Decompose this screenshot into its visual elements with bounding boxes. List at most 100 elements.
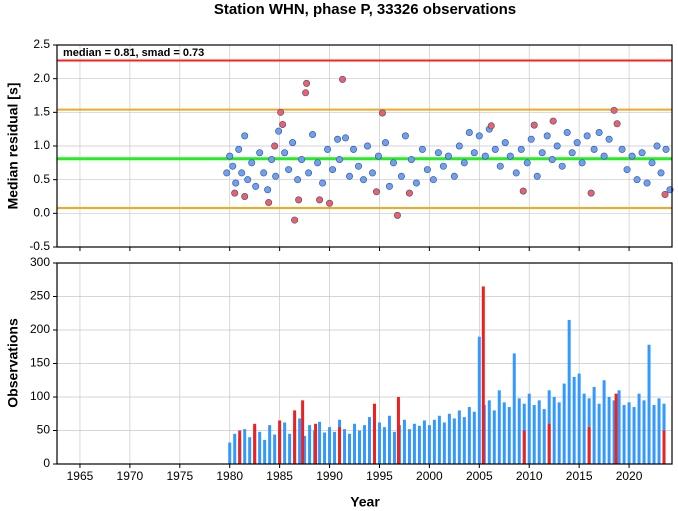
bar bbox=[472, 411, 476, 464]
bar bbox=[238, 430, 242, 464]
bar bbox=[617, 390, 621, 464]
data-point bbox=[252, 182, 260, 190]
plot-frame bbox=[56, 44, 673, 248]
data-point bbox=[281, 149, 289, 157]
data-point bbox=[481, 152, 489, 160]
data-point bbox=[600, 152, 608, 160]
data-point bbox=[657, 169, 665, 177]
bar bbox=[314, 423, 318, 464]
data-point bbox=[512, 169, 520, 177]
bar bbox=[652, 405, 656, 464]
bar bbox=[263, 439, 267, 464]
bar bbox=[587, 427, 591, 464]
bar bbox=[301, 400, 305, 464]
y-tick-label: 50 bbox=[37, 423, 51, 437]
data-point bbox=[305, 169, 313, 177]
data-point bbox=[506, 152, 514, 160]
bar bbox=[452, 418, 456, 464]
data-point bbox=[405, 189, 413, 197]
bar bbox=[382, 427, 386, 464]
data-point bbox=[558, 162, 566, 170]
data-point bbox=[294, 176, 302, 184]
data-point bbox=[450, 172, 458, 180]
bar bbox=[582, 393, 586, 464]
x-axis-label: Year bbox=[350, 494, 380, 510]
data-point bbox=[587, 189, 595, 197]
data-point bbox=[302, 89, 310, 97]
data-point bbox=[378, 109, 386, 117]
data-point bbox=[501, 139, 509, 147]
data-point bbox=[285, 166, 293, 174]
bar bbox=[552, 397, 556, 464]
data-point bbox=[610, 106, 618, 114]
bar bbox=[318, 421, 322, 464]
data-point bbox=[244, 176, 252, 184]
bar bbox=[657, 398, 661, 464]
data-point bbox=[527, 135, 535, 143]
x-tick-label: 1995 bbox=[366, 469, 393, 483]
bar bbox=[557, 402, 561, 464]
data-point bbox=[465, 129, 473, 137]
bar bbox=[662, 430, 666, 464]
data-point bbox=[336, 155, 344, 163]
data-point bbox=[496, 162, 504, 170]
data-point bbox=[329, 166, 337, 174]
data-point bbox=[523, 159, 531, 167]
data-point bbox=[368, 169, 376, 177]
data-point bbox=[314, 159, 322, 167]
data-point bbox=[517, 145, 525, 153]
bar bbox=[407, 429, 411, 464]
bar bbox=[328, 427, 332, 464]
data-point bbox=[289, 139, 297, 147]
data-point bbox=[256, 149, 264, 157]
data-point bbox=[487, 122, 495, 130]
bar bbox=[442, 422, 446, 464]
bar bbox=[512, 353, 516, 464]
data-point bbox=[275, 127, 283, 135]
bar bbox=[537, 400, 541, 464]
data-point bbox=[605, 135, 613, 143]
x-tick-label: 1965 bbox=[67, 469, 94, 483]
data-point bbox=[232, 179, 240, 187]
y-axis-label: Median residual [s] bbox=[5, 83, 21, 210]
data-point bbox=[309, 131, 317, 139]
bar bbox=[522, 430, 526, 464]
bar bbox=[432, 419, 436, 464]
bar bbox=[597, 403, 601, 464]
bar bbox=[258, 431, 262, 464]
data-point bbox=[568, 149, 576, 157]
data-point bbox=[538, 149, 546, 157]
bar bbox=[532, 405, 536, 464]
bar bbox=[417, 425, 421, 464]
bar bbox=[228, 442, 232, 464]
bar bbox=[622, 405, 626, 464]
data-point bbox=[363, 142, 371, 150]
data-point bbox=[553, 142, 561, 150]
data-point bbox=[298, 155, 306, 163]
bar bbox=[614, 393, 618, 464]
x-tick-label: 1985 bbox=[266, 469, 293, 483]
x-tick-label: 2010 bbox=[516, 469, 543, 483]
bar bbox=[642, 400, 646, 464]
data-point bbox=[339, 75, 347, 83]
bar bbox=[396, 397, 400, 464]
bar bbox=[248, 437, 252, 464]
data-point bbox=[549, 117, 557, 125]
y-tick-label: 1.0 bbox=[33, 138, 50, 152]
data-point bbox=[393, 211, 401, 219]
bar bbox=[298, 418, 302, 464]
data-point bbox=[653, 142, 661, 150]
data-point bbox=[268, 155, 276, 163]
data-point bbox=[533, 172, 541, 180]
data-point bbox=[319, 179, 327, 187]
bar bbox=[308, 425, 312, 464]
data-point bbox=[226, 152, 234, 160]
x-tick-label: 1990 bbox=[316, 469, 343, 483]
data-point bbox=[279, 120, 287, 128]
y-tick-label: 150 bbox=[30, 356, 50, 370]
data-point bbox=[444, 152, 452, 160]
data-point bbox=[662, 145, 670, 153]
data-point bbox=[355, 162, 363, 170]
bar bbox=[481, 286, 485, 464]
y-tick-label: 1.5 bbox=[33, 105, 50, 119]
